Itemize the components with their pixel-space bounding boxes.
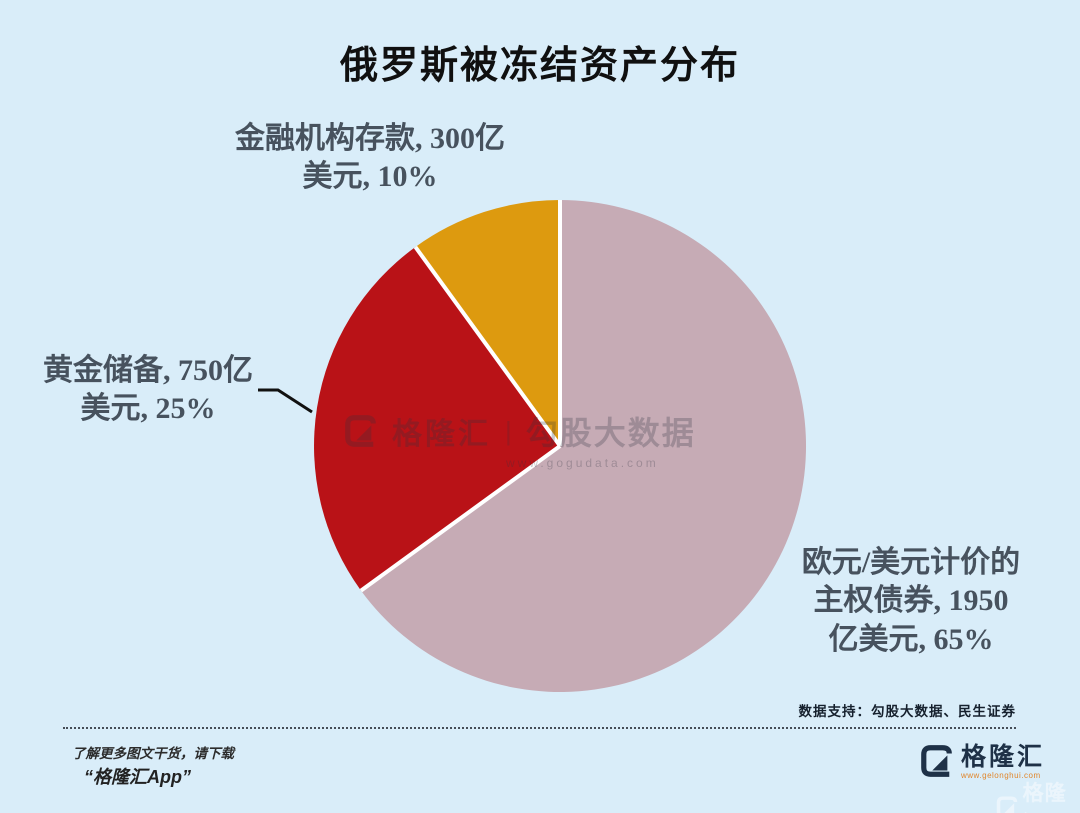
pie-slice-financial-deposits bbox=[415, 200, 560, 446]
callout-line: 美元, 25% bbox=[80, 392, 216, 426]
gelonghui-brand-logo: 格隆汇 www.gelonghui.com bbox=[920, 744, 1045, 780]
watermark-product-text: 勾股大数据 bbox=[525, 415, 696, 451]
callout-line: 欧元/美元计价的 bbox=[801, 546, 1021, 579]
pie-slice-gold-reserves bbox=[314, 247, 560, 591]
gelonghui-logo-icon bbox=[345, 415, 376, 447]
center-watermark-row: 格隆汇 | 勾股大数据 bbox=[344, 408, 696, 454]
callout-line: 黄金储备, 750亿 bbox=[43, 354, 253, 387]
pie-slices bbox=[314, 200, 807, 692]
corner-watermark-text: 格隆汇 bbox=[1022, 782, 1067, 813]
page-title: 俄罗斯被冻结资产分布 bbox=[339, 45, 740, 87]
data-support-note: 数据支持：勾股大数据、民生证券 bbox=[798, 704, 1016, 719]
brand-name: 格隆汇 bbox=[961, 743, 1046, 771]
gelonghui-logo-icon bbox=[996, 796, 1018, 813]
callout-line: 金融机构存款, 300亿 bbox=[235, 122, 505, 155]
corner-watermark: 格隆汇 bbox=[996, 777, 1080, 813]
callout-line: 亿美元, 65% bbox=[828, 622, 994, 656]
pie-slice-sovereign-bonds bbox=[361, 200, 807, 692]
promo-text: 了解更多图文干货，请下载 bbox=[72, 746, 234, 761]
watermark-brand-text: 格隆汇 bbox=[392, 418, 491, 451]
footer-divider bbox=[63, 727, 1016, 729]
watermark-url: www.gogudata.com bbox=[506, 456, 659, 470]
callout-sovereign-bonds: 欧元/美元计价的 主权债券, 1950 亿美元, 65% bbox=[764, 544, 1058, 659]
callout-line: 美元, 10% bbox=[302, 160, 438, 194]
gelonghui-logo-icon bbox=[921, 745, 952, 777]
pie-slice-separator bbox=[359, 444, 562, 593]
callout-gold-reserves: 黄金储备, 750亿 美元, 25% bbox=[6, 352, 290, 429]
watermark-separator: | bbox=[505, 415, 512, 446]
center-watermark: 格隆汇 | 勾股大数据 www.gogudata.com bbox=[344, 408, 696, 470]
gold-callout-leader-line bbox=[258, 388, 313, 414]
brand-text-block: 格隆汇 www.gelonghui.com bbox=[961, 743, 1046, 781]
callout-line: 主权债券, 1950 bbox=[813, 584, 1009, 618]
brand-url: www.gelonghui.com bbox=[961, 771, 1041, 781]
callout-financial-deposits: 金融机构存款, 300亿 美元, 10% bbox=[140, 120, 600, 197]
promo-app-name: “格隆汇App” bbox=[84, 767, 191, 787]
pie-slice-separator bbox=[413, 245, 562, 448]
